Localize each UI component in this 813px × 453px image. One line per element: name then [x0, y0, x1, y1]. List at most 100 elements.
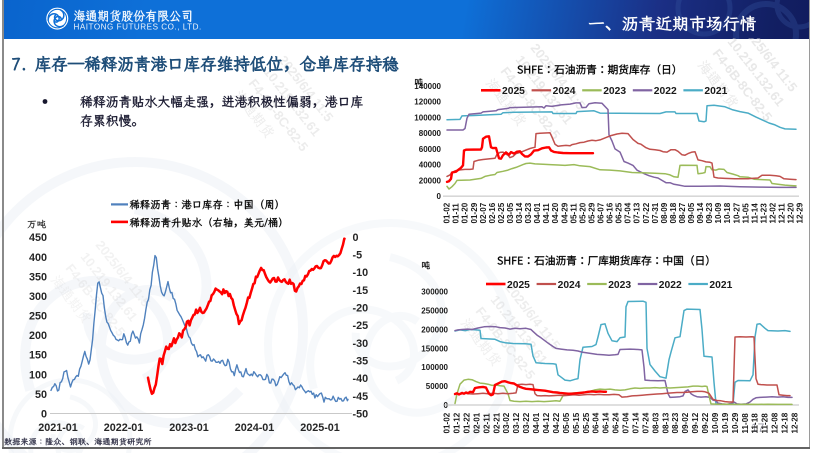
- svg-text:12-20: 12-20: [787, 202, 796, 223]
- svg-text:10-09: 10-09: [714, 202, 723, 223]
- svg-text:0: 0: [437, 192, 442, 201]
- svg-text:250: 250: [29, 311, 47, 323]
- svg-text:12-02: 12-02: [769, 202, 778, 223]
- svg-text:08-18: 08-18: [669, 202, 678, 223]
- svg-text:03-23: 03-23: [524, 202, 533, 223]
- svg-text:2021: 2021: [704, 86, 727, 97]
- svg-text:04-12: 04-12: [542, 412, 551, 433]
- svg-text:2024-01: 2024-01: [235, 422, 275, 434]
- svg-text:07-22: 07-22: [642, 202, 651, 223]
- svg-text:-40: -40: [353, 373, 369, 385]
- svg-text:02-25: 02-25: [497, 202, 506, 223]
- svg-text:01-20: 01-20: [461, 202, 470, 223]
- svg-text:2022: 2022: [659, 280, 682, 291]
- svg-text:07-13: 07-13: [633, 202, 642, 223]
- svg-text:100000: 100000: [414, 113, 441, 122]
- svg-text:06-07: 06-07: [597, 202, 606, 223]
- svg-text:450: 450: [29, 232, 47, 244]
- svg-text:06-24: 06-24: [612, 412, 621, 433]
- svg-text:2024: 2024: [553, 86, 576, 97]
- svg-text:09-22: 09-22: [701, 412, 710, 433]
- svg-text:140000: 140000: [414, 82, 441, 91]
- svg-text:06-16: 06-16: [606, 202, 615, 223]
- svg-text:17: 17: [751, 421, 765, 435]
- svg-text:04-20: 04-20: [551, 202, 560, 223]
- svg-text:04-01: 04-01: [533, 202, 542, 223]
- svg-text:02-01: 02-01: [472, 412, 481, 433]
- svg-text:-5: -5: [353, 250, 363, 262]
- svg-text:-30: -30: [353, 338, 369, 350]
- svg-text:12-29: 12-29: [796, 202, 805, 223]
- svg-text:01-11: 01-11: [452, 203, 461, 224]
- svg-text:08-27: 08-27: [678, 202, 687, 223]
- svg-text:2023: 2023: [603, 86, 626, 97]
- svg-text:09-23: 09-23: [705, 202, 714, 223]
- svg-text:03-14: 03-14: [515, 202, 524, 223]
- svg-text:-35: -35: [353, 355, 369, 367]
- svg-text:60000: 60000: [419, 145, 442, 154]
- svg-text:0: 0: [353, 232, 359, 244]
- svg-text:01-02: 01-02: [443, 412, 452, 433]
- svg-text:12-28: 12-28: [791, 412, 800, 433]
- svg-text:04-22: 04-22: [552, 412, 561, 433]
- svg-text:100: 100: [29, 369, 47, 381]
- svg-text:06-25: 06-25: [615, 202, 624, 223]
- svg-text:40000: 40000: [419, 161, 442, 170]
- svg-text:10-09: 10-09: [711, 412, 720, 433]
- svg-text:20000: 20000: [419, 176, 442, 185]
- svg-text:2025: 2025: [507, 280, 530, 291]
- svg-text:-25: -25: [353, 320, 369, 332]
- svg-text:02-11: 02-11: [482, 413, 491, 434]
- svg-text:07-31: 07-31: [651, 202, 660, 223]
- svg-text:04-01: 04-01: [532, 412, 541, 433]
- svg-text:11-28: 11-28: [761, 413, 770, 434]
- svg-text:05-25: 05-25: [582, 412, 591, 433]
- svg-text:2023-01: 2023-01: [169, 422, 209, 434]
- svg-text:-10: -10: [353, 267, 369, 279]
- svg-text:150000: 150000: [421, 344, 448, 353]
- svg-text:05-11: 05-11: [569, 203, 578, 224]
- svg-text:2021-01: 2021-01: [38, 422, 78, 434]
- svg-text:50: 50: [35, 389, 47, 401]
- svg-text:-50: -50: [353, 408, 369, 420]
- svg-text:12-11: 12-11: [778, 203, 787, 224]
- svg-text:03-12: 03-12: [512, 412, 521, 433]
- svg-text:2022: 2022: [654, 86, 677, 97]
- svg-text:2022-01: 2022-01: [104, 422, 144, 434]
- svg-text:400: 400: [29, 252, 47, 264]
- svg-text:10-18: 10-18: [723, 202, 732, 223]
- svg-text:2023: 2023: [608, 280, 631, 291]
- svg-text:07-24: 07-24: [641, 412, 650, 433]
- svg-text:10-27: 10-27: [732, 202, 741, 223]
- svg-text:08-09: 08-09: [660, 202, 669, 223]
- svg-text:2025: 2025: [502, 86, 525, 97]
- svg-text:07-14: 07-14: [632, 412, 641, 433]
- svg-text:2021: 2021: [709, 280, 732, 291]
- svg-text:HAITONG FUTURES CO., LTD.: HAITONG FUTURES CO., LTD.: [74, 22, 202, 31]
- svg-text:100000: 100000: [421, 363, 448, 372]
- svg-text:250000: 250000: [421, 307, 448, 316]
- svg-text:03-22: 03-22: [522, 412, 531, 433]
- svg-text:08-03: 08-03: [651, 412, 660, 433]
- svg-text:0: 0: [41, 408, 47, 420]
- svg-text:11-14: 11-14: [750, 203, 759, 224]
- svg-text:300: 300: [29, 291, 47, 303]
- svg-text:05-29: 05-29: [587, 202, 596, 223]
- svg-text:12-18: 12-18: [781, 412, 790, 433]
- svg-text:09-14: 09-14: [696, 202, 705, 223]
- svg-text:05-05: 05-05: [562, 412, 571, 433]
- svg-text:02-07: 02-07: [479, 202, 488, 223]
- svg-text:350: 350: [29, 271, 47, 283]
- svg-text:07-04: 07-04: [622, 412, 631, 433]
- svg-text:02-21: 02-21: [492, 412, 501, 433]
- svg-text:06-04: 06-04: [592, 412, 601, 433]
- svg-text:02-16: 02-16: [488, 202, 497, 223]
- svg-text:2025-01: 2025-01: [300, 422, 340, 434]
- svg-text:05-15: 05-15: [572, 412, 581, 433]
- svg-text:11-23: 11-23: [760, 203, 769, 224]
- svg-text:200: 200: [29, 330, 47, 342]
- svg-text:200000: 200000: [421, 325, 448, 334]
- svg-text:11-08: 11-08: [741, 413, 750, 434]
- svg-text:01-12: 01-12: [453, 412, 462, 433]
- svg-text:01-02: 01-02: [443, 202, 452, 223]
